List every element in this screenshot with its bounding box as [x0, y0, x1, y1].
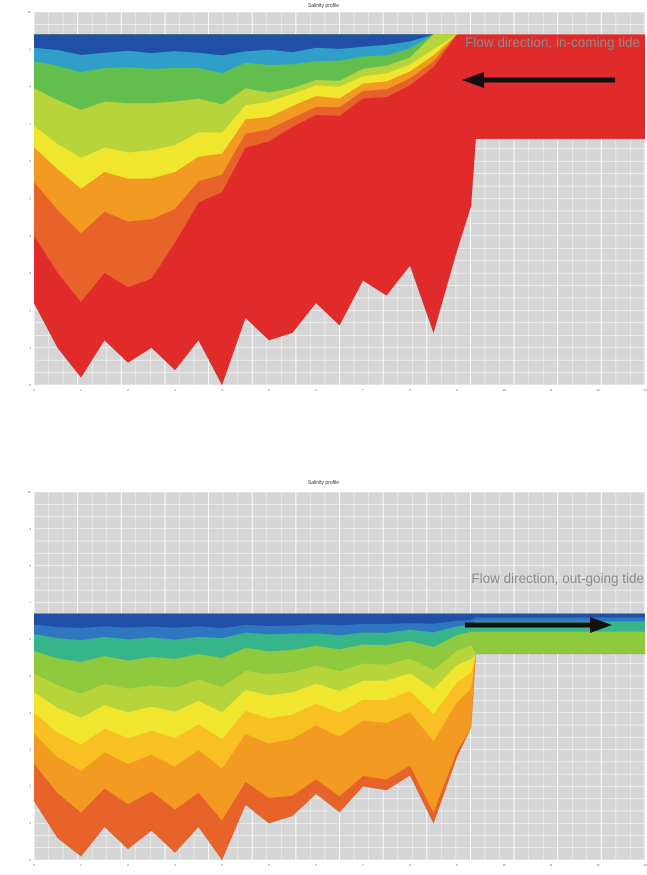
- channel-bottom-line: [33, 653, 645, 861]
- x-tick-label: 13: [643, 388, 647, 392]
- x-tick-label: 8: [409, 863, 411, 867]
- x-tick-label: 10: [502, 388, 506, 392]
- y-tick-label: 10: [28, 10, 32, 14]
- y-tick-label: 6: [29, 637, 31, 641]
- x-tick-label: 1: [80, 863, 82, 867]
- x-tick-label: 7: [362, 388, 364, 392]
- flow-direction-label: Flow direction, out-going tide: [471, 571, 644, 586]
- salinity-band: [34, 613, 645, 629]
- x-tick-label: 0: [33, 388, 35, 392]
- x-tick-label: 4: [221, 863, 223, 867]
- y-tick-label: 1: [29, 346, 31, 350]
- y-tick-label: 2: [29, 784, 31, 788]
- flow-arrow-head: [462, 72, 484, 88]
- y-tick-label: 3: [29, 748, 31, 752]
- chart-title: Salinity profile: [307, 480, 340, 486]
- x-tick-label: 3: [174, 863, 176, 867]
- x-tick-label: 6: [315, 863, 317, 867]
- x-tick-label: 2: [127, 863, 129, 867]
- x-tick-label: 6: [315, 388, 317, 392]
- y-tick-label: 7: [29, 122, 31, 126]
- y-tick-label: 6: [29, 159, 31, 163]
- y-tick-label: 9: [29, 47, 31, 51]
- y-tick-label: 0: [29, 383, 31, 387]
- y-tick-label: 0: [29, 858, 31, 862]
- chart-title: Salinity profile: [307, 3, 340, 9]
- x-tick-label: 2: [127, 388, 129, 392]
- y-tick-label: 3: [29, 271, 31, 275]
- x-tick-label: 3: [174, 388, 176, 392]
- x-tick-label: 11: [549, 863, 552, 867]
- flow-arrow-head: [590, 617, 612, 633]
- y-tick-label: 2: [29, 308, 31, 312]
- y-tick-label: 8: [29, 85, 31, 89]
- y-tick-label: 4: [29, 711, 31, 715]
- y-tick-label: 5: [29, 674, 31, 678]
- x-tick-label: 11: [549, 388, 552, 392]
- y-tick-label: 10: [28, 490, 32, 494]
- y-tick-label: 4: [29, 234, 31, 238]
- y-tick-label: 8: [29, 564, 31, 568]
- x-tick-label: 5: [268, 863, 270, 867]
- chart-panel-outgoing: Salinity profile 0 1 2 3 4 5 6 7 8 9 10 11 12 13 10 9 8 7…: [0, 470, 647, 875]
- x-tick-label: 12: [596, 388, 600, 392]
- y-tick-label: 7: [29, 600, 31, 604]
- chart-panel-incoming: Salinity profile 0 1 2 3 4 5 6 7 8 9 10 11 12 13 10 9 8 7…: [0, 0, 647, 420]
- x-tick-label: 10: [502, 863, 506, 867]
- x-tick-label: 4: [221, 388, 223, 392]
- x-tick-label: 12: [596, 863, 600, 867]
- x-tick-label: 1: [80, 388, 82, 392]
- flow-direction-label: Flow direction, in-coming tide: [465, 35, 640, 50]
- x-tick-label: 8: [409, 388, 411, 392]
- y-tick-label: 5: [29, 197, 31, 201]
- salinity-band: [34, 34, 645, 56]
- channel-bottom-line: [33, 138, 645, 386]
- y-tick-label: 1: [29, 821, 31, 825]
- x-tick-label: 9: [456, 863, 458, 867]
- x-tick-label: 0: [33, 863, 35, 867]
- x-tick-label: 9: [456, 388, 458, 392]
- x-tick-label: 7: [362, 863, 364, 867]
- x-tick-label: 13: [643, 863, 647, 867]
- x-tick-label: 5: [268, 388, 270, 392]
- y-tick-label: 9: [29, 527, 31, 531]
